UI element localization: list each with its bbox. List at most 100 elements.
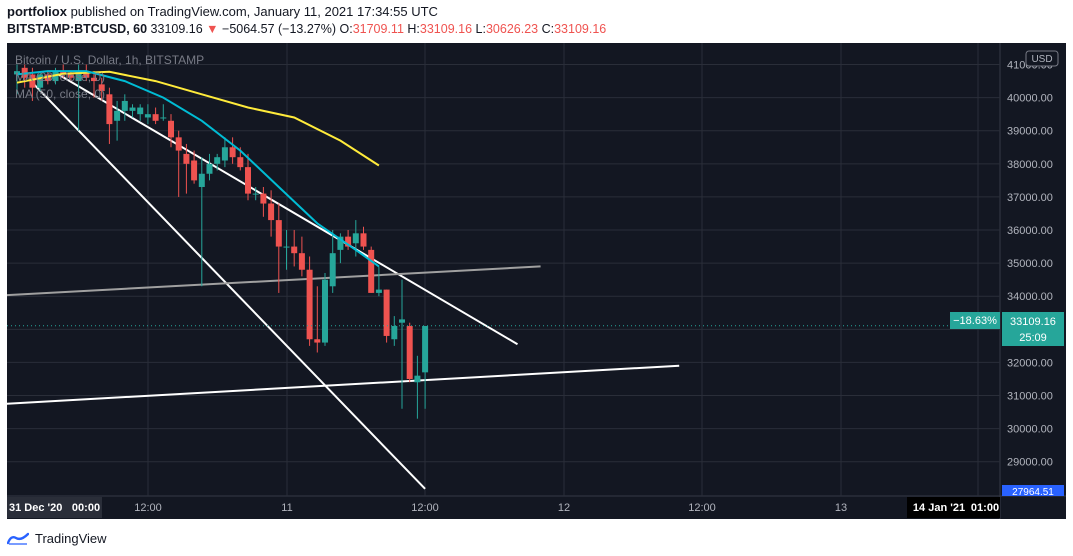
candle-body: [260, 193, 267, 204]
time-tick-label: 12: [558, 502, 570, 514]
close-value: 33109.16: [554, 22, 607, 36]
author-name[interactable]: portfoliox: [7, 4, 67, 19]
candle-body: [406, 326, 413, 379]
trendline[interactable]: [7, 265, 541, 306]
candle-body: [83, 71, 90, 78]
time-tick-label: 31 Dec '20: [9, 502, 62, 514]
open-value: 31709.11: [352, 22, 404, 36]
price-tick-label: 32000.00: [1007, 357, 1053, 369]
published-text: published on TradingView.com, January 11…: [70, 4, 438, 19]
candle-body: [114, 110, 121, 121]
trendline[interactable]: [31, 82, 426, 490]
currency-label: USD: [1031, 54, 1052, 65]
plot-background: [7, 43, 1000, 496]
price-tick-label: 30000.00: [1007, 424, 1053, 436]
bar-countdown: 25:09: [1019, 332, 1047, 344]
low-value: 30626.23: [485, 22, 539, 36]
candle-body: [137, 107, 144, 115]
candle-body: [352, 233, 359, 244]
candle-body: [98, 84, 105, 91]
currency-badge[interactable]: USD: [1025, 50, 1059, 67]
price-tick-label: 36000.00: [1007, 225, 1053, 237]
brand-name[interactable]: TradingView: [35, 530, 107, 546]
candle-body: [206, 163, 213, 174]
time-range-end-badge: [907, 497, 1000, 518]
down-arrow-icon: ▼: [206, 22, 219, 36]
candle-body: [14, 71, 20, 75]
price-axis-panel[interactable]: [1000, 43, 1066, 496]
legend-ma50[interactable]: MA (50, close, 0): [15, 87, 105, 101]
candle-body: [75, 71, 82, 82]
low-label: L:: [475, 22, 486, 36]
price-chart[interactable]: Bitcoin / U.S. Dollar, 1h, BITSTAMP MA (…: [7, 43, 1066, 519]
trendline[interactable]: [54, 71, 519, 346]
axis-bottom-price-badge: 27964.51: [1002, 485, 1064, 498]
bottom-price-label: 27964.51: [1012, 487, 1054, 498]
ma50-line: [16, 70, 380, 167]
candle-body: [298, 253, 305, 270]
candle-body: [168, 120, 174, 138]
current-price-label: 33109.16: [1010, 316, 1056, 328]
candle-body: [337, 236, 344, 250]
time-tick-label: 01:00: [971, 502, 999, 514]
trendline[interactable]: [7, 364, 680, 416]
time-tick-label: 11: [281, 502, 292, 514]
footer: TradingView: [7, 528, 107, 548]
candle-body: [91, 77, 97, 82]
candle-body: [191, 160, 198, 181]
open-label: O:: [339, 22, 353, 36]
candle-body: [314, 339, 321, 343]
ma20-line: [16, 70, 380, 268]
price-change: −5064.57 (−13.27%): [222, 22, 337, 36]
time-tick-label: 12:00: [411, 502, 439, 514]
close-label: C:: [541, 22, 555, 36]
time-axis-ticks: 31 Dec '20 00:00 12:00 11 12:00 12 12:00 13 14 J…: [7, 497, 1000, 518]
candle-body: [322, 279, 328, 343]
legend-title[interactable]: Bitcoin / U.S. Dollar, 1h, BITSTAMP: [15, 53, 204, 67]
high-label: H:: [407, 22, 420, 36]
current-price-badge: −18.63% 33109.16 25:09: [950, 312, 1064, 346]
chart-legend: Bitcoin / U.S. Dollar, 1h, BITSTAMP MA (…: [15, 53, 204, 101]
candle-body: [221, 147, 228, 161]
candle-body: [37, 74, 44, 88]
candle-body: [414, 375, 421, 383]
time-tick-label: 12:00: [688, 502, 716, 514]
moving-averages: [16, 70, 380, 268]
price-tick-label: 29000.00: [1007, 457, 1053, 469]
candle-body: [237, 157, 244, 168]
time-axis-panel[interactable]: [7, 496, 1066, 519]
candle-body: [375, 289, 382, 293]
candle-body: [245, 167, 251, 194]
price-tick-label: 38000.00: [1007, 159, 1053, 171]
candle-body: [275, 220, 282, 247]
trendline-drawings[interactable]: [7, 71, 680, 490]
candle-body: [291, 246, 298, 254]
candle-body: [360, 233, 367, 247]
price-tick-label: 39000.00: [1007, 126, 1053, 138]
time-cursor-badge: [7, 497, 102, 518]
candle-body: [268, 203, 275, 221]
candle-body: [160, 117, 167, 119]
candle-body: [368, 249, 375, 293]
candle-body: [229, 147, 236, 158]
candle-body: [252, 193, 259, 195]
candle-body: [399, 319, 405, 323]
candle-body: [306, 269, 313, 340]
candle-body: [129, 107, 136, 111]
candle-body: [60, 71, 67, 75]
candle-body: [29, 74, 36, 88]
high-value: 33109.16: [419, 22, 473, 36]
last-price: 33109.16: [150, 22, 203, 36]
candle-body: [214, 157, 221, 164]
candle-body: [383, 289, 390, 336]
time-tick-label: 13: [835, 502, 847, 514]
candle-body: [121, 100, 128, 111]
price-tick-label: 40000.00: [1007, 93, 1053, 105]
candle-body: [329, 253, 336, 287]
price-tick-label: 31000.00: [1007, 391, 1053, 403]
price-tick-label: 37000.00: [1007, 192, 1053, 204]
tradingview-logo-icon[interactable]: [7, 531, 29, 545]
candle-body: [67, 74, 74, 78]
legend-ma20[interactable]: MA (20, close, 0): [15, 70, 105, 84]
candle-body: [106, 94, 113, 125]
